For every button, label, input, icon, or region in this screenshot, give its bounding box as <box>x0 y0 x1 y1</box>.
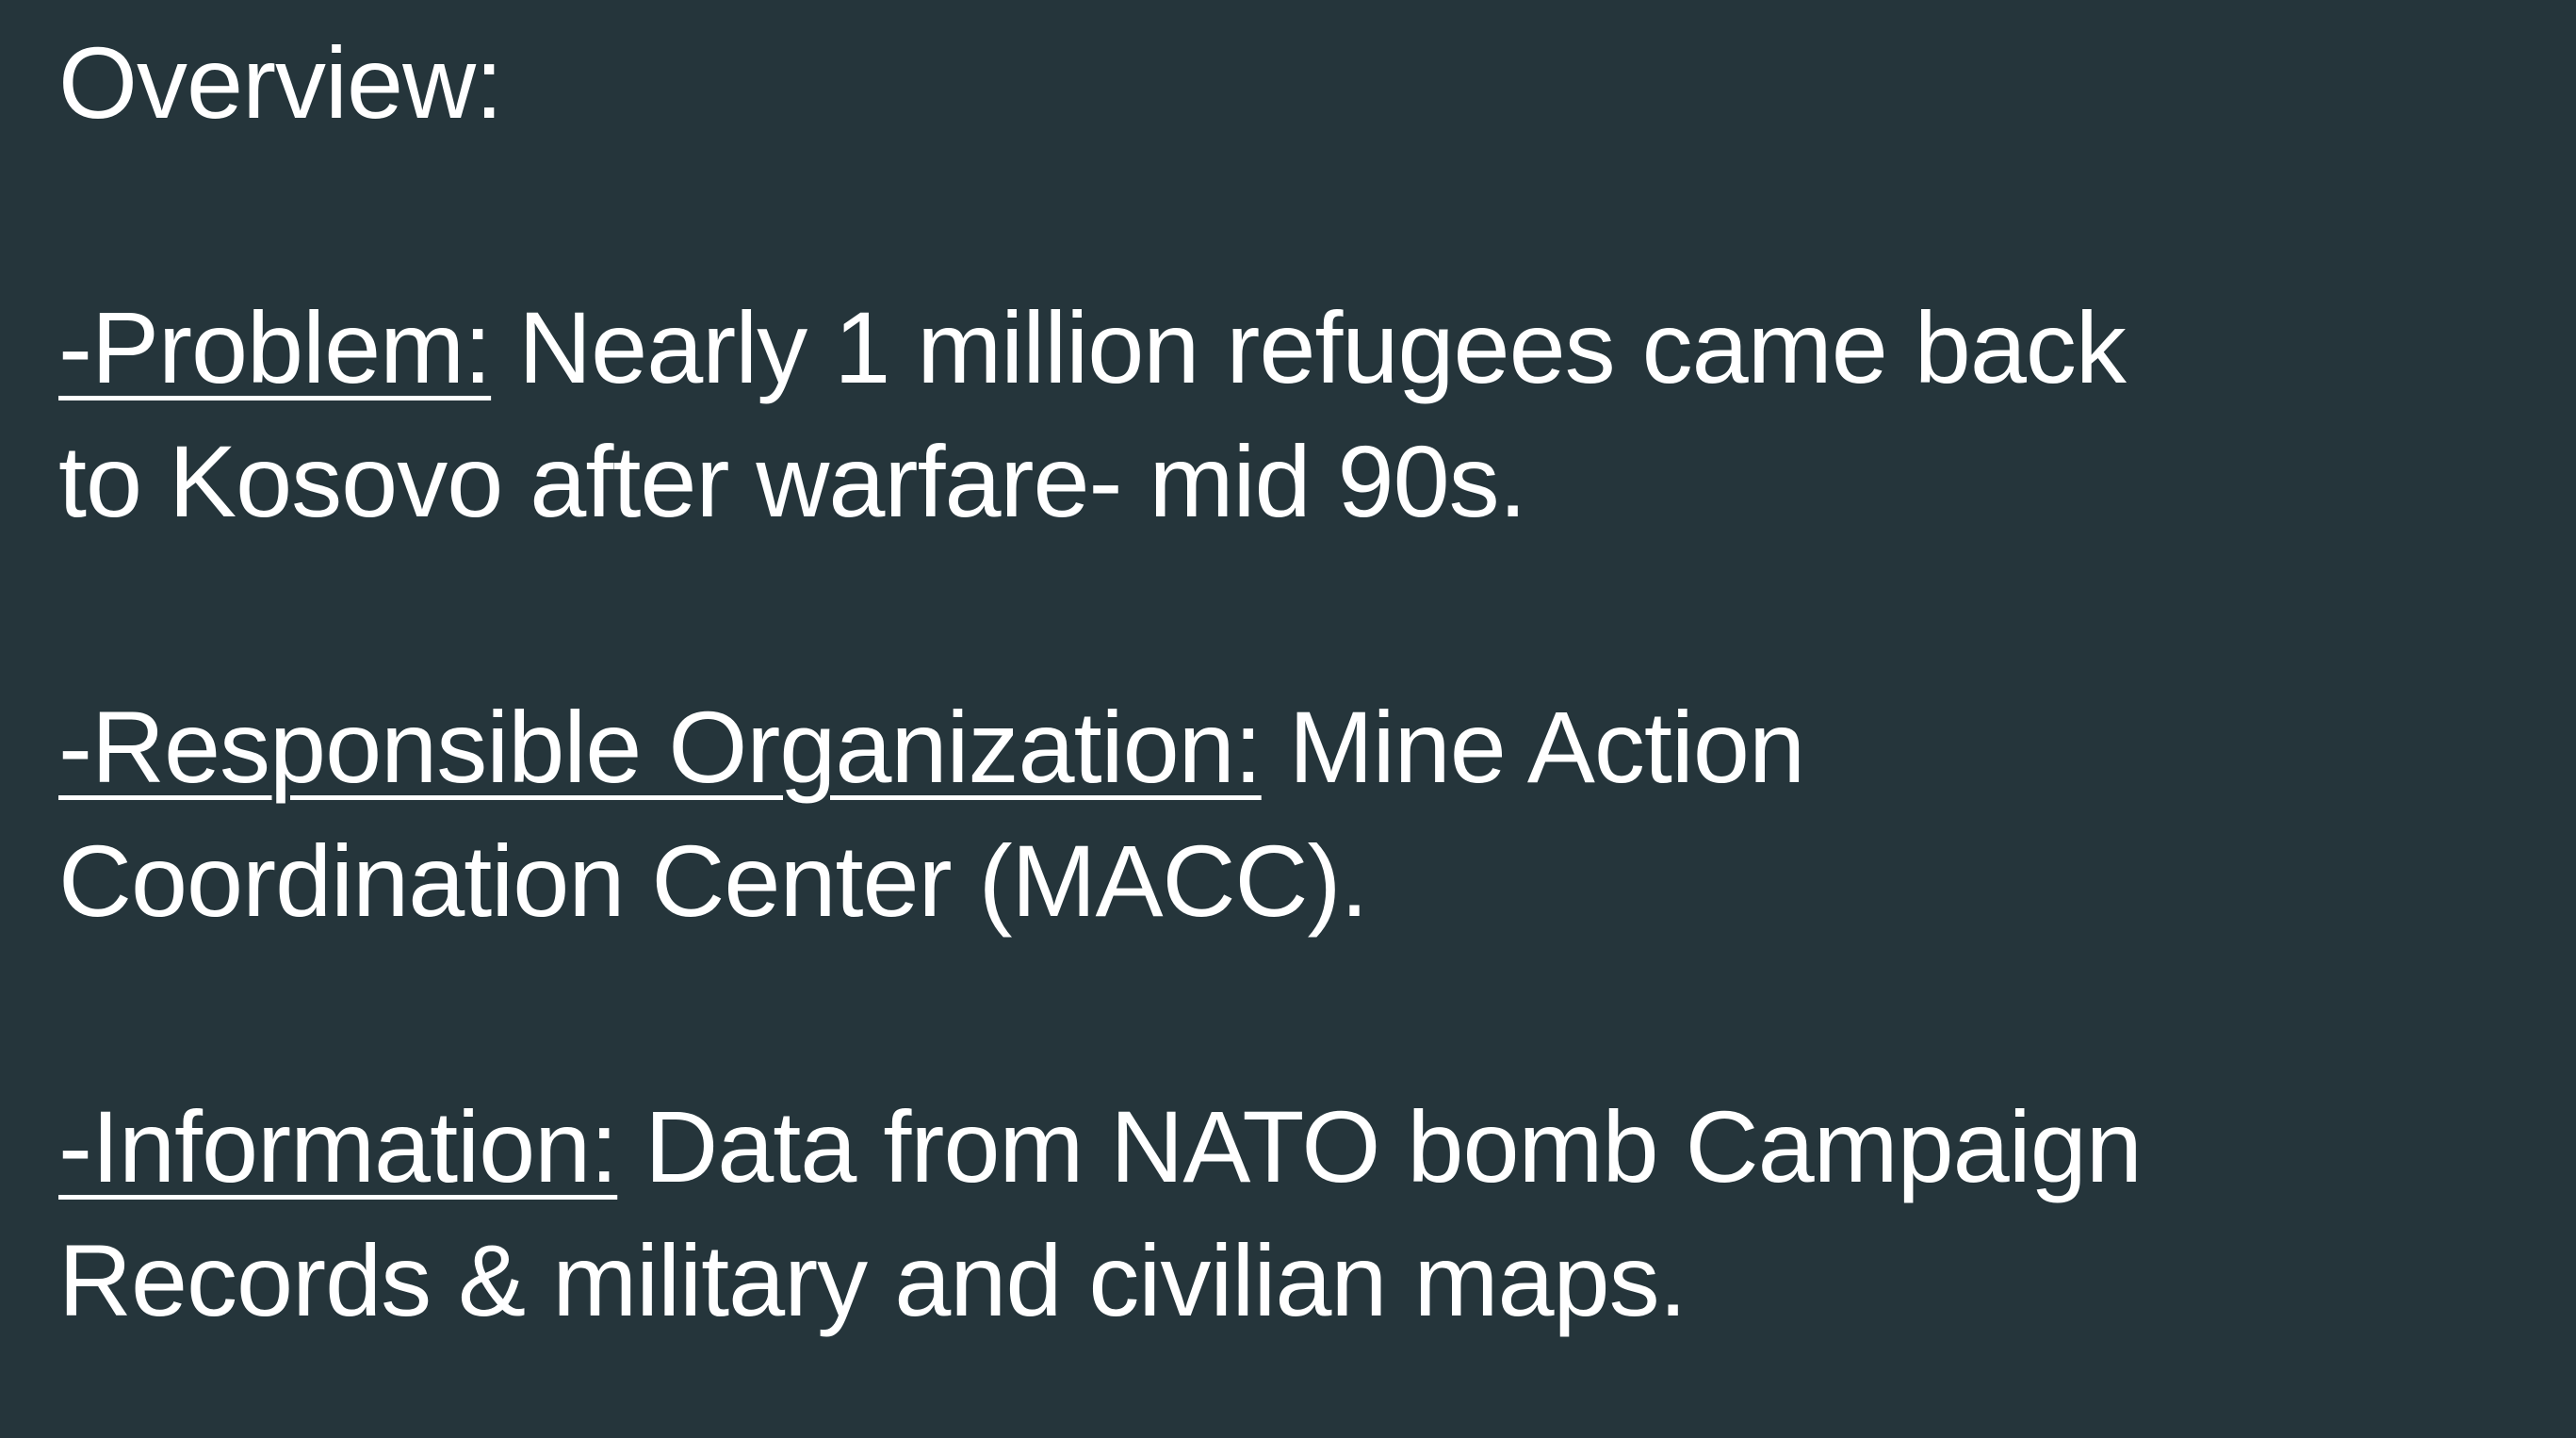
organization-line-1: -Responsible Organization: Mine Action <box>58 680 2508 814</box>
problem-text-1: Nearly 1 million refugees came back <box>491 290 2127 404</box>
organization-item: -Responsible Organization: Mine Action C… <box>58 680 2508 948</box>
information-item: -Information: Data from NATO bomb Campai… <box>58 1080 2508 1348</box>
problem-item: -Problem: Nearly 1 million refugees came… <box>58 281 2508 548</box>
slide-heading: Overview: <box>58 25 503 139</box>
organization-text-1: Mine Action <box>1261 690 1805 804</box>
organization-label: -Responsible Organization: <box>58 690 1263 804</box>
problem-text-2: to Kosovo after warfare- mid 90s. <box>58 424 1527 538</box>
information-text-2: Records & military and civilian maps. <box>58 1223 1687 1337</box>
information-label: -Information: <box>58 1089 618 1203</box>
organization-text-2: Coordination Center (MACC). <box>58 824 1369 938</box>
slide-content: Overview: -Problem: Nearly 1 million ref… <box>58 17 2508 1348</box>
problem-line-1: -Problem: Nearly 1 million refugees came… <box>58 281 2508 415</box>
information-text-1: Data from NATO bomb Campaign <box>617 1089 2143 1203</box>
information-line-1: -Information: Data from NATO bomb Campai… <box>58 1080 2508 1214</box>
problem-label: -Problem: <box>58 290 492 404</box>
